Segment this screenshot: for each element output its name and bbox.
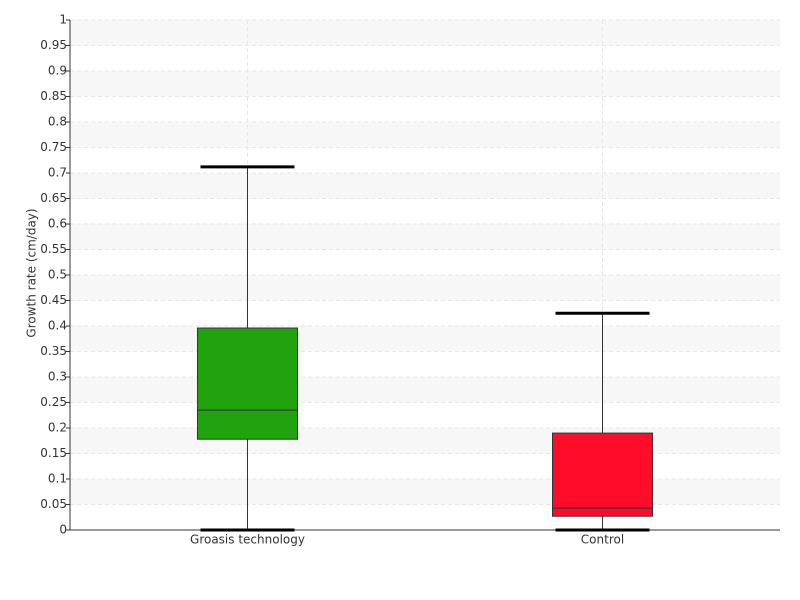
y-tick-label: 0.75 xyxy=(40,140,67,154)
grid-band xyxy=(70,20,780,46)
y-tick-label: 0.25 xyxy=(40,395,67,409)
y-tick-label: 0.5 xyxy=(48,268,67,282)
grid-band xyxy=(70,377,780,403)
x-tick-label: Groasis technology xyxy=(190,533,305,547)
x-tick-label: Control xyxy=(581,533,624,547)
y-tick-label: 0.85 xyxy=(40,89,67,103)
y-tick-label: 0 xyxy=(59,523,67,537)
grid-band xyxy=(70,71,780,97)
grid-band xyxy=(70,479,780,505)
grid-band xyxy=(70,428,780,454)
y-tick-label: 0.65 xyxy=(40,191,67,205)
y-tick-label: 0.8 xyxy=(48,115,67,129)
box xyxy=(197,327,298,440)
y-tick-label: 0.4 xyxy=(48,319,67,333)
y-tick-label: 0.45 xyxy=(40,293,67,307)
y-tick-label: 0.7 xyxy=(48,166,67,180)
y-tick-label: 0.9 xyxy=(48,64,67,78)
grid-band xyxy=(70,275,780,301)
y-axis-label: Growth rate (cm/day) xyxy=(25,208,39,337)
grid-band xyxy=(70,224,780,250)
grid-band xyxy=(70,122,780,148)
y-tick-label: 0.15 xyxy=(40,446,67,460)
y-tick-label: 0.6 xyxy=(48,217,67,231)
grid-band xyxy=(70,326,780,352)
grid-band xyxy=(70,173,780,199)
y-tick-label: 0.95 xyxy=(40,38,67,52)
y-tick-label: 0.3 xyxy=(48,370,67,384)
y-tick-label: 0.1 xyxy=(48,472,67,486)
y-tick-label: 0.35 xyxy=(40,344,67,358)
box xyxy=(552,432,653,517)
y-tick-label: 0.2 xyxy=(48,421,67,435)
y-tick-label: 0.05 xyxy=(40,497,67,511)
y-tick-label: 0.55 xyxy=(40,242,67,256)
y-tick-label: 1 xyxy=(59,13,67,27)
